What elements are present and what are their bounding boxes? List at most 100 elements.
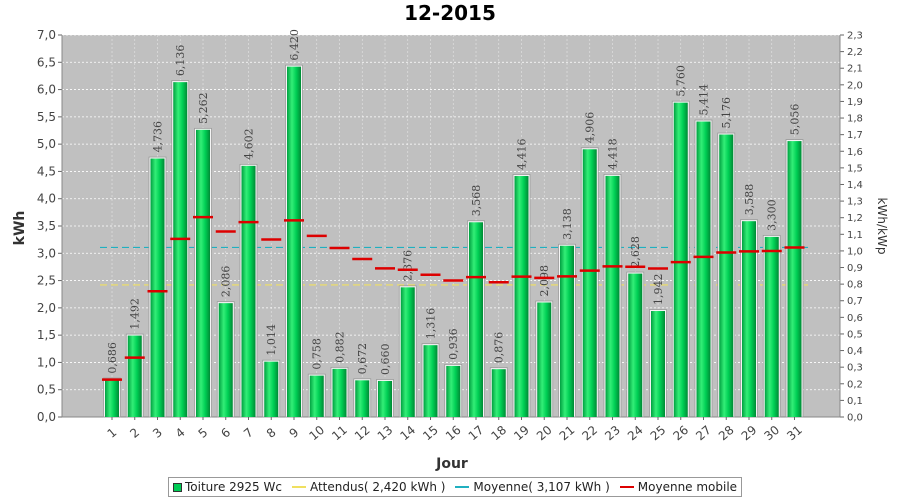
y-tick-label: 4,0: [37, 192, 56, 206]
x-tick-label: 12: [352, 423, 373, 444]
x-tick-label: 2: [127, 425, 142, 441]
x-tick-label: 23: [602, 423, 623, 444]
y-tick-label: 5,0: [37, 137, 56, 151]
y2-tick-label: 0,8: [847, 280, 863, 291]
bar: [423, 345, 438, 417]
bar-value-label: 4,906: [584, 112, 597, 144]
legend-swatch-moyenne-mobile: [619, 486, 634, 488]
bar: [742, 221, 756, 417]
y2-tick-label: 2,1: [847, 64, 863, 75]
y2-tick-label: 2,3: [847, 31, 863, 42]
x-tick-label: 18: [488, 423, 509, 444]
y-tick-label: 7,0: [37, 28, 56, 42]
y2-tick-label: 1,7: [847, 130, 863, 141]
bar-value-label: 5,176: [720, 97, 733, 129]
x-tick-label: 27: [693, 423, 714, 444]
bar: [787, 141, 802, 417]
y-tick-label: 5,5: [37, 110, 56, 124]
y-axis-label: kWh: [12, 211, 28, 246]
bar: [537, 302, 552, 417]
bar-value-label: 4,416: [516, 139, 529, 171]
y2-tick-label: 1,5: [847, 163, 863, 174]
bar: [218, 303, 233, 417]
legend-item-toiture: Toiture 2925 Wc: [173, 480, 282, 494]
bar: [150, 158, 165, 417]
y2-axis-label: kWh/kWp: [875, 198, 889, 255]
bar-value-label: 0,672: [356, 343, 369, 375]
bar-value-label: 2,086: [220, 266, 233, 298]
y-tick-label: 2,0: [37, 301, 56, 315]
legend-label-attendus: Attendus( 2,420 kWh ): [309, 480, 446, 494]
bar-value-label: 0,882: [334, 331, 347, 363]
x-tick-label: 14: [397, 423, 418, 444]
x-tick-label: 1: [105, 425, 120, 441]
y2-tick-label: 0,9: [847, 263, 863, 274]
bar-value-label: 3,588: [743, 184, 756, 216]
bar-value-label: 5,056: [789, 104, 802, 136]
bar: [287, 66, 301, 417]
y2-tick-label: 0,2: [847, 379, 863, 390]
legend-label-moyenne-mobile: Moyenne mobile: [637, 480, 738, 494]
y-tick-label: 4,5: [37, 164, 56, 178]
bar: [378, 380, 392, 417]
y-tick-label: 0,5: [37, 383, 56, 397]
y2-tick-label: 1,6: [847, 147, 863, 158]
x-tick-label: 22: [579, 423, 600, 444]
y2-tick-label: 0,0: [847, 413, 863, 424]
x-tick-label: 24: [625, 423, 646, 444]
bar-value-label: 3,568: [470, 185, 483, 217]
x-axis-label: Jour: [435, 456, 468, 472]
legend-swatch-moyenne: [455, 486, 470, 488]
bar: [696, 121, 711, 417]
bar-value-label: 2,376: [402, 250, 415, 282]
legend-label-toiture: Toiture 2925 Wc: [185, 480, 282, 494]
x-tick-label: 25: [648, 423, 669, 444]
bar-value-label: 0,686: [106, 342, 119, 374]
bar: [400, 287, 415, 417]
bar: [514, 176, 529, 417]
x-tick-label: 28: [716, 423, 737, 444]
bar: [173, 82, 188, 417]
x-tick-label: 9: [287, 425, 302, 441]
y2-tick-label: 1,4: [847, 180, 863, 191]
bar: [673, 102, 688, 417]
x-tick-label: 8: [264, 425, 279, 441]
bar-value-label: 1,014: [265, 324, 278, 356]
x-tick-label: 10: [306, 423, 327, 444]
legend: Toiture 2925 Wc Attendus( 2,420 kWh ) Mo…: [168, 477, 743, 497]
bar: [264, 361, 279, 417]
bar-value-label: 2,098: [538, 265, 551, 297]
legend-swatch-attendus: [291, 486, 306, 488]
bar: [719, 134, 734, 418]
y2-tick-label: 1,3: [847, 197, 863, 208]
legend-item-attendus: Attendus( 2,420 kWh ): [291, 480, 446, 494]
bar-value-label: 1,316: [425, 308, 438, 340]
x-tick-label: 3: [150, 425, 165, 441]
bar: [560, 245, 574, 417]
x-tick-label: 29: [739, 423, 760, 444]
y2-tick-label: 0,5: [847, 329, 863, 340]
y2-tick-label: 1,2: [847, 213, 863, 224]
plot-area: 0,0 0,5 1,0 1,5 2,0 2,5 3,0 3,5 4,0 4,5 5,0 5,5 6,0 6…: [37, 28, 863, 443]
bar-value-label: 0,660: [379, 343, 392, 375]
y-tick-label: 1,5: [37, 328, 56, 342]
bar-value-label: 5,262: [197, 92, 210, 124]
y-tick-label: 1,0: [37, 355, 56, 369]
bar: [469, 222, 483, 417]
y2-tick-label: 2,2: [847, 47, 863, 58]
y-tick-label: 0,0: [37, 410, 56, 424]
legend-item-moyenne: Moyenne( 3,107 kWh ): [455, 480, 610, 494]
legend-item-moyenne-mobile: Moyenne mobile: [619, 480, 738, 494]
bar-value-label: 3,138: [561, 208, 574, 240]
bar: [582, 149, 597, 417]
bar-value-label: 0,936: [447, 328, 460, 360]
bar: [309, 375, 324, 417]
x-tick-label: 11: [329, 423, 350, 444]
x-tick-label: 5: [196, 425, 211, 441]
x-tick-label: 20: [534, 423, 555, 444]
y2-tick-label: 2,0: [847, 80, 863, 91]
bar-value-label: 0,758: [311, 338, 324, 370]
y-tick-label: 3,0: [37, 246, 56, 260]
bar: [628, 273, 643, 417]
bar: [605, 175, 620, 417]
